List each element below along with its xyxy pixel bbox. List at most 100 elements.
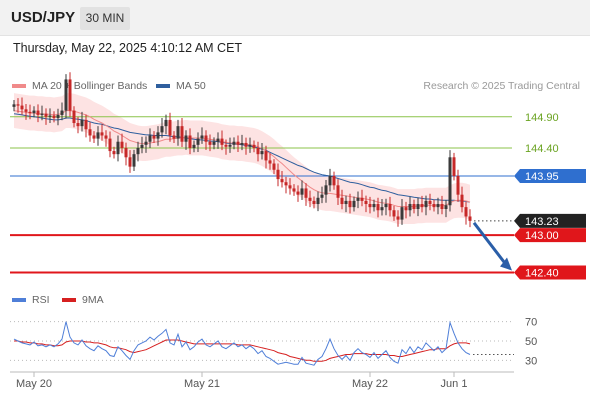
candle-body [316, 197, 320, 205]
candle-body [324, 185, 328, 195]
candle-body [96, 132, 100, 139]
candle-body [32, 110, 36, 114]
candle-body [444, 205, 448, 209]
ma50-swatch [156, 84, 170, 88]
candle-body [264, 151, 268, 161]
candle-body [464, 207, 468, 217]
candle-body [328, 175, 332, 186]
x-tick-label: Jun 1 [441, 378, 468, 390]
candle-body [372, 204, 376, 208]
level-label-144.90: 144.90 [525, 112, 559, 124]
candle-body [172, 135, 176, 139]
candle-body [356, 197, 360, 201]
candle-body [436, 204, 440, 208]
candle-body [180, 126, 184, 142]
candle-body [396, 216, 400, 220]
projection-arrow [472, 221, 508, 266]
candle-body [84, 119, 88, 130]
candle-body [200, 135, 204, 139]
legend-9ma-label: 9MA [82, 294, 104, 306]
candle-body [156, 132, 160, 139]
candle-body [116, 141, 120, 155]
candle-body [412, 204, 416, 209]
candle-body [388, 204, 392, 211]
header-bar: USD/JPY 30 MIN [0, 0, 590, 36]
candle-body [348, 200, 352, 208]
candle-body [260, 151, 264, 155]
timeframe-button[interactable]: 30 MIN [80, 7, 130, 30]
candle-body [232, 141, 236, 145]
legend-rsi: RSI [12, 294, 50, 306]
candle-body [408, 204, 412, 211]
rsi-swatch [12, 298, 26, 302]
candle-body [140, 144, 144, 148]
candle-body [52, 115, 56, 119]
legend-ma20: MA 20 + Bollinger Bands [12, 80, 147, 92]
candle-body [192, 144, 196, 148]
candle-body [64, 79, 68, 111]
candle-body [304, 188, 308, 198]
candle-body [204, 135, 208, 142]
rsi-tick-30: 30 [525, 355, 537, 367]
candle-body [20, 105, 24, 110]
projection-arrow-head [500, 257, 512, 271]
candle-body [176, 126, 180, 139]
candle-body [424, 200, 428, 208]
candle-body [244, 142, 248, 147]
candle-body [108, 138, 112, 152]
candle-body [300, 188, 304, 195]
candle-body [104, 135, 108, 139]
candle-body [44, 113, 48, 117]
candle-body [76, 123, 80, 127]
candle-body [224, 144, 228, 147]
candle-body [256, 147, 260, 155]
candle-body [212, 141, 216, 145]
legend-ma20-label: MA 20 + Bollinger Bands [32, 80, 148, 92]
level-tag-143.00 [514, 228, 586, 243]
level-label-143.00: 143.00 [525, 230, 559, 242]
candle-body [24, 109, 28, 112]
candle-body [240, 142, 244, 145]
candle-body [236, 141, 240, 145]
candle-body [296, 191, 300, 195]
candle-body [340, 197, 344, 205]
candle-body [48, 115, 52, 117]
candle-body [456, 175, 460, 195]
candle-body [216, 138, 220, 142]
level-label-144.40: 144.40 [525, 143, 559, 155]
candle-body [332, 175, 336, 186]
level-label-142.40: 142.40 [525, 268, 559, 280]
candle-body [268, 160, 272, 164]
candle-body [320, 194, 324, 198]
candle-body [100, 132, 104, 136]
candle-body [112, 151, 116, 155]
candle-body [184, 135, 188, 142]
candle-body [72, 110, 76, 124]
level-label-143.95: 143.95 [525, 171, 559, 183]
candle-body [128, 157, 132, 167]
candle-body [60, 110, 64, 115]
candle-body [88, 129, 92, 136]
candle-body [168, 119, 172, 136]
candle-body [28, 111, 32, 114]
candle-body [360, 197, 364, 201]
x-tick-label: May 22 [352, 378, 388, 390]
candle-body [452, 157, 456, 176]
candle-body [196, 138, 200, 145]
legend-ma50-label: MA 50 [176, 80, 206, 92]
x-tick-label: May 20 [16, 378, 52, 390]
candle-body [288, 185, 292, 189]
candle-body [292, 188, 296, 192]
candle-body [404, 207, 408, 211]
candle-body [428, 200, 432, 205]
candle-body [312, 200, 316, 205]
candle-body [120, 141, 124, 148]
candle-body [208, 141, 212, 145]
ma20-swatch [12, 84, 26, 88]
legend-ma50: MA 50 [156, 80, 206, 92]
last-price-tag [514, 213, 586, 228]
candle-body [248, 144, 252, 147]
candle-body [272, 163, 276, 170]
symbol-title: USD/JPY [11, 9, 76, 26]
